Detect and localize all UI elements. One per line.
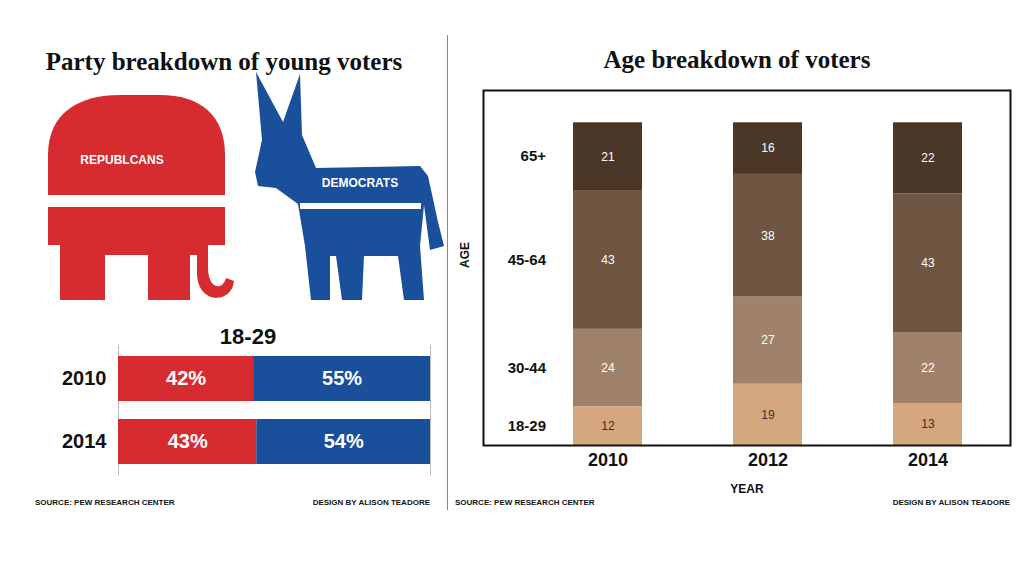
svg-text:16: 16	[761, 141, 775, 155]
svg-text:2014: 2014	[908, 450, 948, 470]
svg-text:54%: 54%	[324, 430, 364, 452]
svg-text:YEAR: YEAR	[730, 482, 764, 496]
svg-text:2010: 2010	[588, 450, 628, 470]
svg-text:2010: 2010	[62, 367, 107, 389]
svg-text:21: 21	[601, 149, 615, 163]
html-text:18-29: 18-29	[219, 324, 277, 349]
svg-text:43: 43	[601, 253, 615, 267]
svg-text:22: 22	[921, 361, 935, 375]
svg-text:55%: 55%	[322, 367, 362, 389]
svg-text:27: 27	[761, 333, 775, 347]
html-text:DESIGN BY ALISON TEADORE: DESIGN BY ALISON TEADORE	[892, 498, 1010, 507]
svg-text:45-64: 45-64	[508, 251, 547, 268]
svg-text:DEMOCRATS: DEMOCRATS	[322, 176, 398, 190]
svg-text:REPUBLCANS: REPUBLCANS	[80, 153, 163, 167]
svg-text:AGE: AGE	[458, 242, 472, 268]
svg-text:24: 24	[601, 361, 615, 375]
html-text:DESIGN BY ALISON TEADORE: DESIGN BY ALISON TEADORE	[312, 498, 430, 507]
html-text:SOURCE: PEW RESEARCH CENTER: SOURCE: PEW RESEARCH CENTER	[35, 498, 175, 507]
html-text:Age breakdown of voters: Age breakdown of voters	[603, 46, 871, 73]
svg-text:65+: 65+	[521, 147, 547, 164]
svg-text:30-44: 30-44	[508, 359, 547, 376]
html-text:Party breakdown of young voter: Party breakdown of young voters	[45, 48, 403, 75]
svg-text:12: 12	[601, 419, 615, 433]
svg-text:22: 22	[921, 151, 935, 165]
svg-text:2012: 2012	[748, 450, 788, 470]
svg-text:42%: 42%	[166, 367, 206, 389]
svg-text:2014: 2014	[62, 430, 107, 452]
svg-text:43: 43	[921, 256, 935, 270]
svg-text:19: 19	[761, 408, 775, 422]
svg-text:13: 13	[921, 417, 935, 431]
html-text:SOURCE: PEW RESEARCH CENTER: SOURCE: PEW RESEARCH CENTER	[455, 498, 595, 507]
svg-text:18-29: 18-29	[508, 417, 546, 434]
svg-text:38: 38	[761, 229, 775, 243]
svg-text:43%: 43%	[168, 430, 208, 452]
